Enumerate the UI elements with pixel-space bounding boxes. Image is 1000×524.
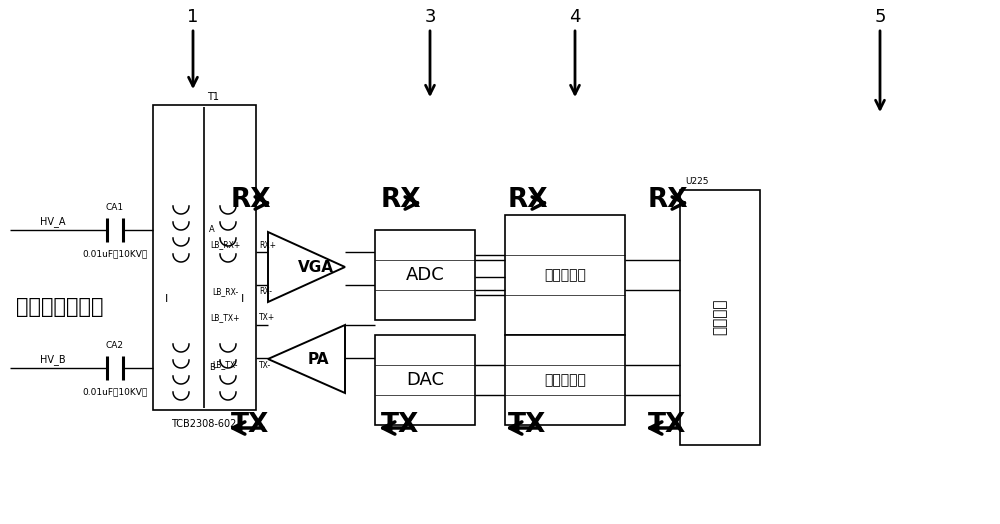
Bar: [153, 105, 256, 410]
Text: 微控制器: 微控制器: [712, 299, 728, 335]
Bar: [505, 335, 625, 425]
Text: LB_TX-: LB_TX-: [212, 361, 238, 369]
Text: RX-: RX-: [259, 288, 272, 297]
Text: T1: T1: [207, 92, 219, 102]
Text: TX+: TX+: [259, 313, 275, 322]
Text: B: B: [209, 364, 215, 373]
Text: TX: TX: [648, 412, 686, 438]
Text: 基带处理器: 基带处理器: [544, 373, 586, 387]
Text: RX+: RX+: [259, 241, 276, 249]
Text: LB_RX+: LB_RX+: [210, 241, 240, 249]
Text: LB_TX+: LB_TX+: [210, 313, 240, 322]
Text: 5: 5: [874, 8, 886, 26]
Text: U225: U225: [685, 178, 708, 187]
Text: 钻井平台电力线: 钻井平台电力线: [16, 297, 104, 317]
Bar: [680, 190, 760, 445]
Text: RX: RX: [381, 187, 422, 213]
Text: I: I: [240, 294, 244, 304]
Text: VGA: VGA: [298, 259, 334, 275]
Text: DAC: DAC: [406, 371, 444, 389]
Text: 0.01uF（10KV）: 0.01uF（10KV）: [82, 249, 148, 258]
Bar: [375, 335, 475, 425]
Text: 1: 1: [187, 8, 199, 26]
Text: ADC: ADC: [406, 266, 444, 284]
Text: TX: TX: [231, 412, 269, 438]
Text: 基带处理器: 基带处理器: [544, 268, 586, 282]
Text: A: A: [209, 225, 215, 235]
Bar: [375, 230, 475, 320]
Bar: [505, 215, 625, 335]
Text: TX-: TX-: [259, 361, 271, 369]
Text: I: I: [165, 294, 169, 304]
Text: RX: RX: [648, 187, 689, 213]
Text: PA: PA: [307, 352, 329, 366]
Text: 4: 4: [569, 8, 581, 26]
Text: 3: 3: [424, 8, 436, 26]
Text: TX: TX: [508, 412, 546, 438]
Text: 0.01uF（10KV）: 0.01uF（10KV）: [82, 388, 148, 397]
Text: CA1: CA1: [106, 203, 124, 213]
Text: RX: RX: [231, 187, 272, 213]
Text: CA2: CA2: [106, 342, 124, 351]
Text: TX: TX: [381, 412, 419, 438]
Text: TCB2308-602: TCB2308-602: [171, 419, 237, 429]
Text: LB_RX-: LB_RX-: [212, 288, 238, 297]
Text: RX: RX: [508, 187, 549, 213]
Text: HV_A: HV_A: [40, 216, 66, 227]
Text: HV_B: HV_B: [40, 355, 66, 365]
